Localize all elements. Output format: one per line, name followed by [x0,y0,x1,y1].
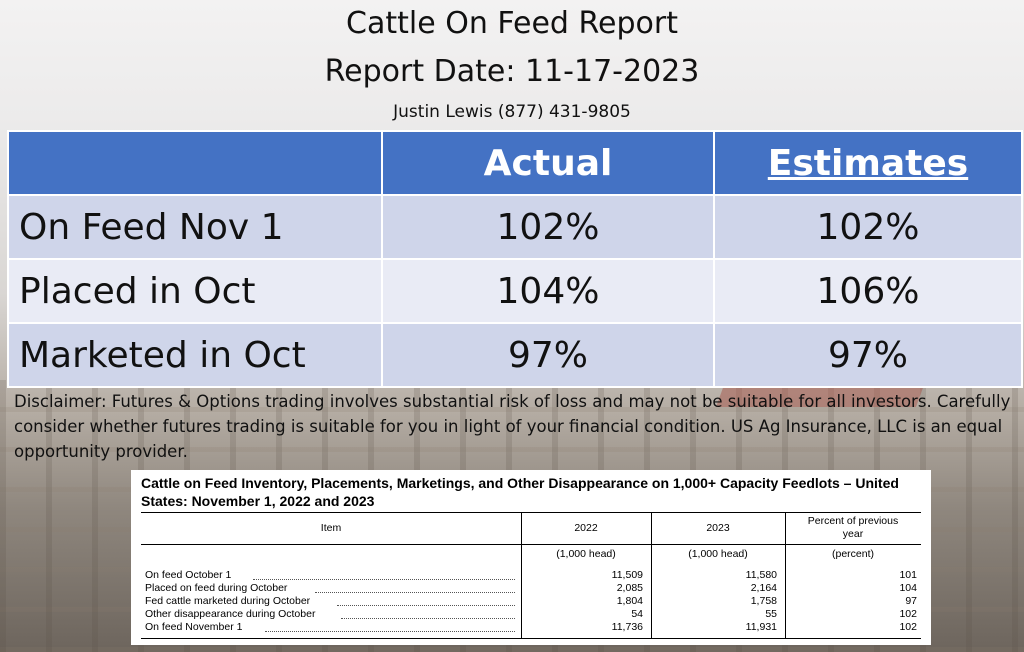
leader-dots [315,591,515,593]
row-item: Placed on feed during October [145,582,288,594]
unit-2023: (1,000 head) [688,548,748,560]
row-percent: 101 [899,569,917,581]
header-actual: Actual [381,130,715,196]
summary-header-row: Actual Estimates [7,130,1023,196]
table-rule [785,512,786,638]
header-empty [7,130,383,196]
usda-report-table: Cattle on Feed Inventory, Placements, Ma… [131,470,931,645]
table-rule [141,512,921,513]
contact-info: Justin Lewis (877) 431-9805 [393,102,631,122]
col-header-item: Item [320,522,342,534]
row-2023: 1,758 [750,595,777,607]
unit-2022: (1,000 head) [556,548,616,560]
actual-value: 102% [381,194,715,260]
summary-row: Placed in Oct 104% 106% [7,258,1023,324]
table-rule [521,512,522,638]
header-estimates: Estimates [713,130,1023,196]
row-2022: 11,736 [611,621,643,633]
usda-report-title: Cattle on Feed Inventory, Placements, Ma… [141,475,899,509]
row-2022: 2,085 [616,582,643,594]
row-2022: 54 [631,608,643,620]
table-rule [141,544,921,545]
table-rule [651,512,652,638]
leader-dots [341,617,515,619]
table-rule [141,638,921,639]
report-date: Report Date: 11-17-2023 [324,54,700,89]
row-2023: 55 [765,608,777,620]
summary-row: Marketed in Oct 97% 97% [7,322,1023,388]
summary-row: On Feed Nov 1 102% 102% [7,194,1023,260]
col-header-percent: Percent of previous year [807,515,899,540]
row-2022: 11,509 [611,569,643,581]
col-header-2022: 2022 [574,522,598,534]
row-label: Marketed in Oct [7,322,383,388]
row-item: Other disappearance during October [145,608,316,620]
disclaimer-text: Disclaimer: Futures & Options trading in… [14,392,1011,461]
leader-dots [265,630,515,632]
estimate-value: 102% [713,194,1023,260]
row-item: On feed October 1 [145,569,232,581]
row-2023: 2,164 [750,582,777,594]
actual-value: 97% [381,322,715,388]
row-percent: 102 [899,621,917,633]
row-item: On feed November 1 [145,621,243,633]
col-header-2023: 2023 [706,522,730,534]
row-percent: 97 [905,595,917,607]
summary-table: Actual Estimates On Feed Nov 1 102% 102%… [7,130,1023,388]
row-2023: 11,580 [745,569,777,581]
row-label: On Feed Nov 1 [7,194,383,260]
row-2022: 1,804 [616,595,643,607]
estimate-value: 106% [713,258,1023,324]
row-item: Fed cattle marketed during October [145,595,311,607]
row-percent: 102 [899,608,917,620]
estimate-value: 97% [713,322,1023,388]
leader-dots [337,604,515,606]
page-title: Cattle On Feed Report [346,6,678,41]
actual-value: 104% [381,258,715,324]
row-2023: 11,931 [745,621,777,633]
row-percent: 104 [899,582,917,594]
unit-percent: (percent) [831,548,874,560]
row-label: Placed in Oct [7,258,383,324]
leader-dots [253,578,515,580]
